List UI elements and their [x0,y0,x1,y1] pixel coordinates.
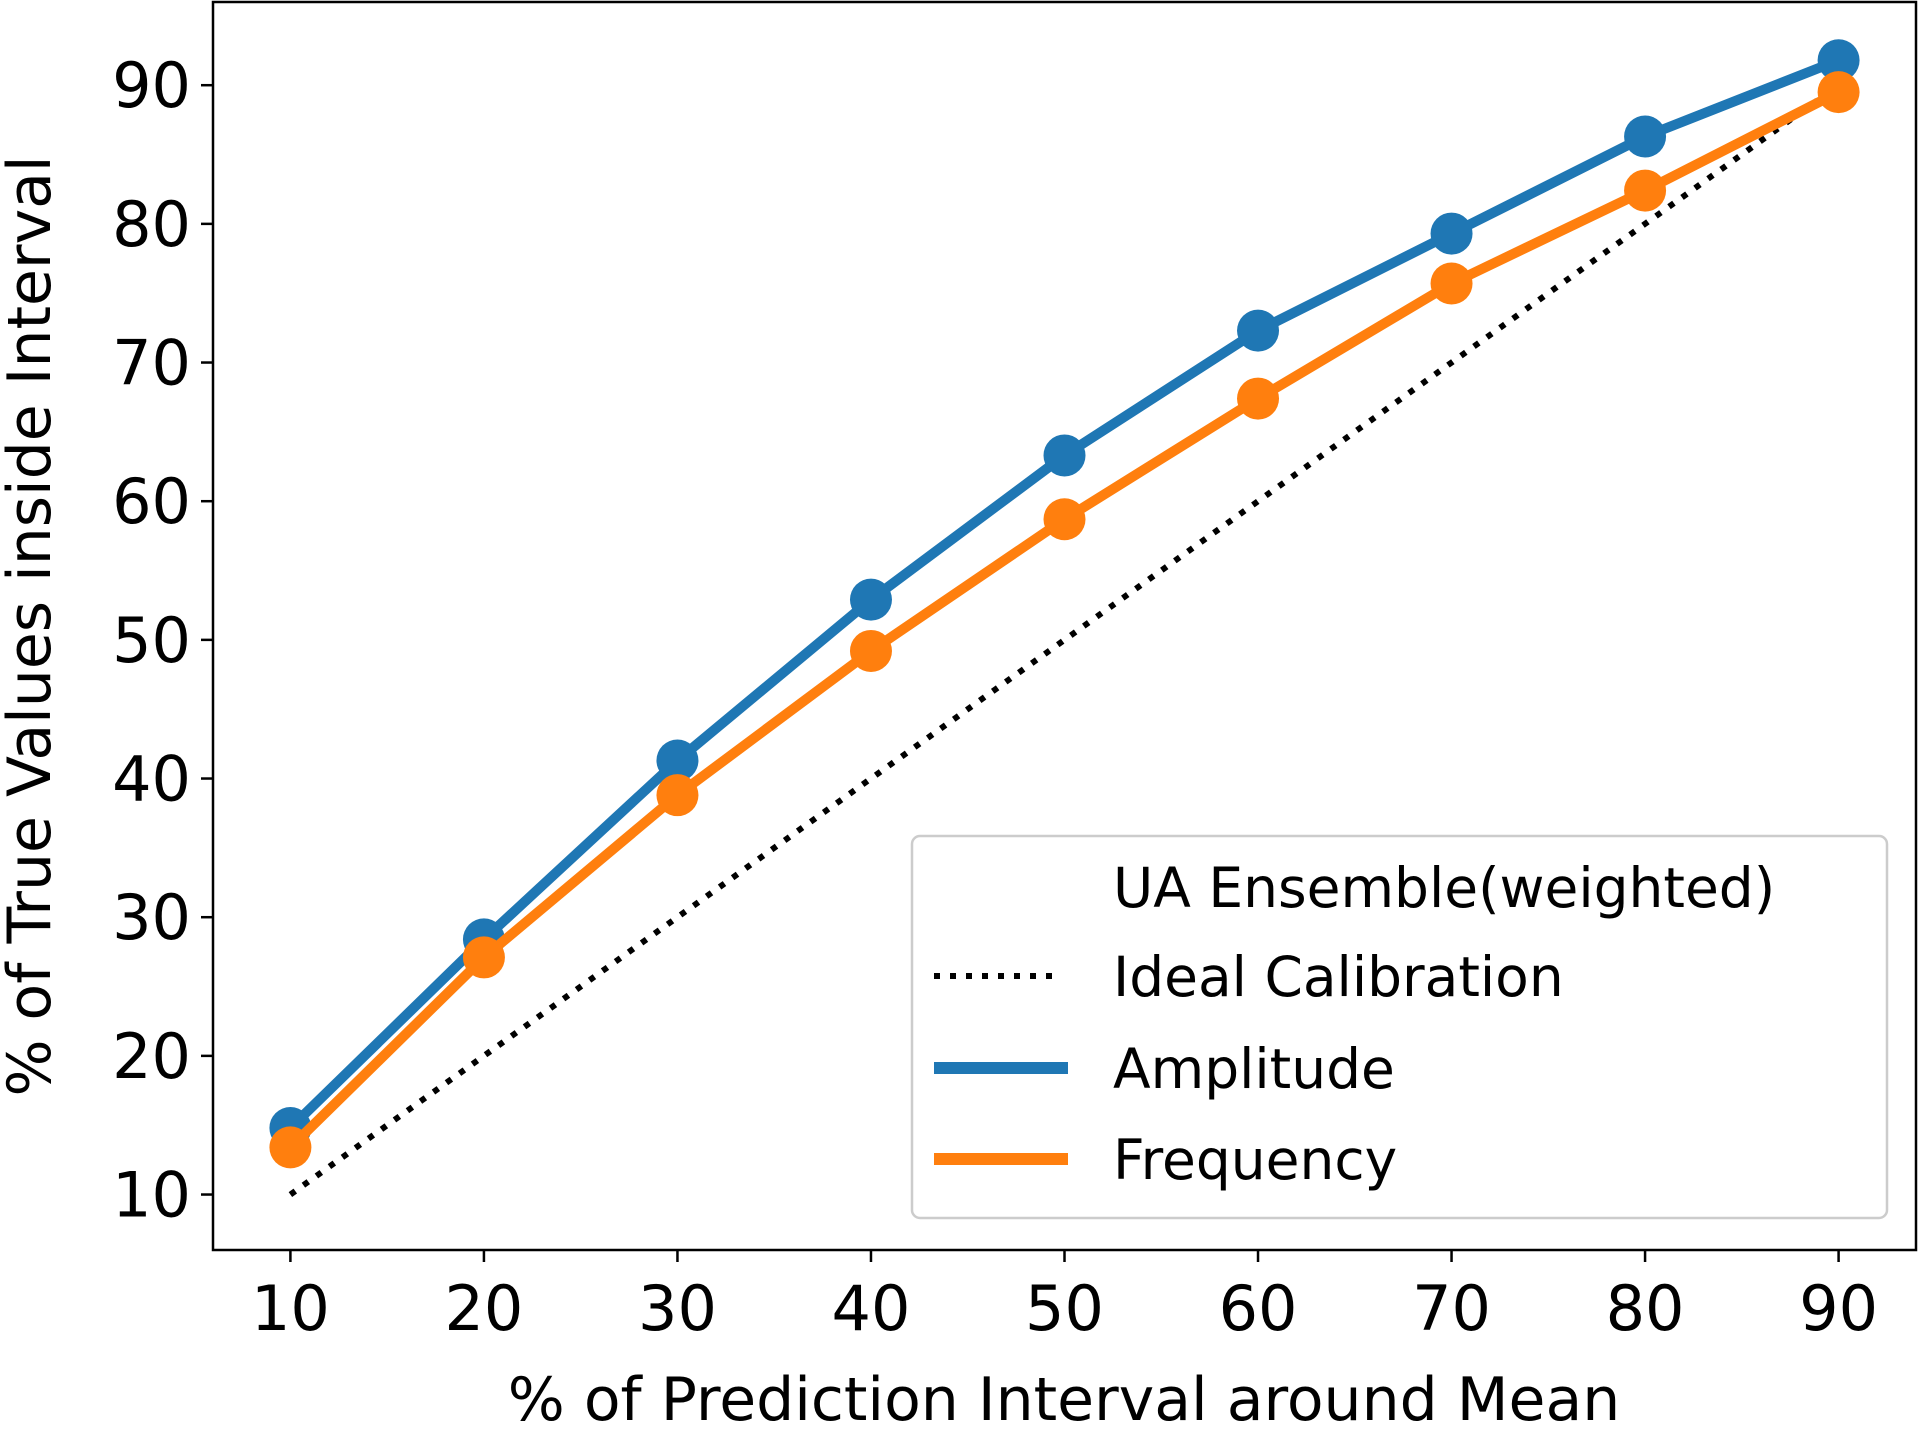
x-tick-label-70: 70 [1412,1272,1491,1345]
frequency-point-10 [269,1126,312,1169]
y-tick-label-60: 60 [112,465,191,538]
x-tick-label-10: 10 [251,1272,330,1345]
y-tick-label-40: 40 [112,743,191,816]
amplitude-point-50 [1043,434,1086,477]
x-tick-label-60: 60 [1219,1272,1298,1345]
legend: UA Ensemble(weighted) Ideal Calibration … [910,834,1889,1220]
legend-amplitude-label: Amplitude [1113,1037,1395,1101]
x-tick-label-20: 20 [444,1272,523,1345]
y-tick-label-20: 20 [112,1020,191,1093]
y-tick-label-30: 30 [112,881,191,954]
y-tick-label-50: 50 [112,604,191,677]
legend-ideal-label: Ideal Calibration [1113,945,1564,1009]
frequency-point-70 [1430,262,1473,305]
ideal-calibration-line [288,82,1841,1197]
y-axis-label: % of True Values inside Interval [0,155,65,1096]
x-tick-label-50: 50 [1025,1272,1104,1345]
y-tick-label-80: 80 [112,188,191,261]
amplitude-point-40 [849,578,892,621]
x-axis-label: % of Prediction Interval around Mean [508,1365,1621,1435]
x-tick-label-40: 40 [832,1272,911,1345]
y-tick-label-90: 90 [112,49,191,122]
legend-frequency-label: Frequency [1113,1128,1397,1192]
amplitude-point-60 [1237,309,1280,352]
amplitude-point-30 [656,739,699,782]
x-tick-label-30: 30 [638,1272,717,1345]
amplitude-point-90 [1817,39,1860,82]
x-tick-label-90: 90 [1799,1272,1878,1345]
y-tick-label-70: 70 [112,327,191,400]
legend-box [910,834,1889,1220]
amplitude-point-70 [1430,212,1473,255]
frequency-point-30 [656,774,699,817]
frequency-point-40 [849,629,892,672]
frequency-point-20 [462,936,505,979]
frequency-point-60 [1237,377,1280,420]
frequency-point-80 [1624,169,1667,212]
frequency-point-50 [1043,498,1086,541]
frequency-point-90 [1817,71,1860,114]
x-tick-label-80: 80 [1606,1272,1685,1345]
amplitude-point-80 [1624,115,1667,158]
y-tick-label-10: 10 [112,1159,191,1232]
legend-title: UA Ensemble(weighted) [1113,856,1775,920]
